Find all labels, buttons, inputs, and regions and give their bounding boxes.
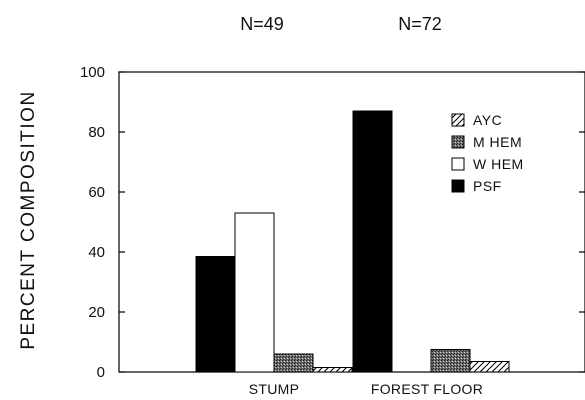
y-axis-label: PERCENT COMPOSITION	[18, 90, 39, 349]
legend: AYC M HEM W HEM PSF	[451, 112, 524, 194]
legend-swatch	[451, 179, 465, 193]
legend-label: M HEM	[473, 134, 522, 150]
y-tick-label: 100	[80, 64, 105, 81]
y-tick-label: 80	[88, 124, 105, 141]
bar-m-hem-forest-floor	[430, 349, 471, 373]
bar-psf-stump	[195, 256, 236, 373]
sample-size-stump: N=49	[240, 14, 284, 34]
bar-ayc-forest-floor	[469, 361, 510, 373]
sample-size-forest-floor: N=72	[398, 14, 442, 34]
y-tick-label: 20	[88, 304, 105, 321]
bars	[195, 110, 510, 373]
y-axis-ticks: 0 20 40 60 80 100	[80, 64, 585, 381]
y-tick-label: 40	[88, 244, 105, 261]
bar-ayc-stump	[312, 367, 353, 373]
y-tick-label: 0	[97, 364, 105, 381]
legend-label: PSF	[473, 178, 502, 194]
bar-m-hem-stump	[273, 353, 314, 373]
y-tick-label: 60	[88, 184, 105, 201]
legend-label: AYC	[473, 112, 502, 128]
bar-psf-forest-floor	[352, 110, 393, 373]
legend-swatch	[451, 135, 465, 149]
category-labels: STUMP FOREST FLOOR	[249, 381, 483, 397]
category-label: STUMP	[249, 381, 300, 397]
legend-label: W HEM	[473, 156, 524, 172]
plot-frame	[118, 71, 585, 373]
bar-w-hem-stump	[234, 212, 275, 373]
legend-swatch	[451, 157, 465, 171]
category-label: FOREST FLOOR	[371, 381, 483, 397]
legend-swatch	[451, 113, 465, 127]
